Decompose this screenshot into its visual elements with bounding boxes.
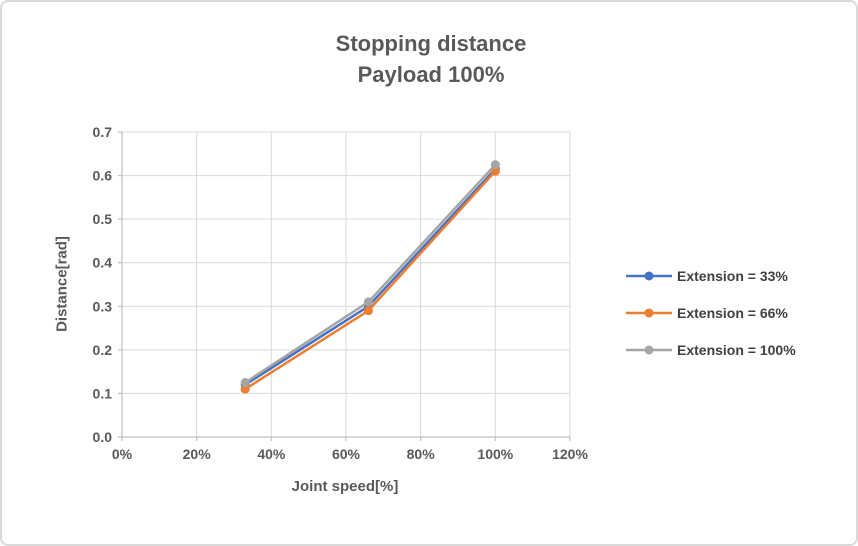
data-point-marker xyxy=(240,384,250,394)
plot-area: 0% 20% 40% 60% 80% 100% 120% 0.0 0.1 0.2 0.3 0.4 0.5… xyxy=(93,124,589,462)
y-tick-label: 0.5 xyxy=(93,211,113,227)
y-axis-title: Distance[rad] xyxy=(53,236,71,332)
legend-marker xyxy=(644,345,654,354)
legend: Extension = 33% Extension = 66% Extension … xyxy=(626,264,796,361)
x-tick-label: 20% xyxy=(183,446,212,462)
legend-item: Extension = 100% xyxy=(626,338,796,361)
y-tick-label: 0.1 xyxy=(93,385,113,401)
legend-marker xyxy=(644,308,654,317)
legend-item: Extension = 33% xyxy=(626,264,796,287)
legend-label: Extension = 66% xyxy=(677,304,788,321)
data-point-marker xyxy=(240,378,250,388)
data-point-marker xyxy=(490,166,500,176)
x-axis-title: Joint speed[%] xyxy=(291,478,399,495)
chart-title-line2: Payload 100% xyxy=(357,62,505,87)
y-tick-label: 0.4 xyxy=(93,255,113,271)
y-tick-label: 0.3 xyxy=(93,298,113,314)
legend-swatch xyxy=(626,345,672,354)
legend-swatch xyxy=(626,271,672,280)
x-tick-label: 0% xyxy=(112,446,133,462)
x-tick-label: 60% xyxy=(332,446,361,462)
data-point-marker xyxy=(363,306,373,316)
data-point-marker xyxy=(490,160,500,170)
legend-item: Extension = 66% xyxy=(626,301,796,324)
legend-label: Extension = 33% xyxy=(677,267,788,284)
series-line xyxy=(243,167,497,386)
y-tick-label: 0.7 xyxy=(93,124,113,140)
x-tick-label: 40% xyxy=(257,446,286,462)
x-tick-label: 80% xyxy=(407,446,436,462)
y-tick-label: 0.0 xyxy=(93,429,113,445)
x-tick-label: 120% xyxy=(552,446,588,462)
legend-marker xyxy=(644,271,654,280)
chart-title: Stopping distance Payload 100% xyxy=(2,28,856,90)
y-tick-label: 0.2 xyxy=(93,342,113,358)
chart-title-line1: Stopping distance xyxy=(335,31,527,56)
legend-label: Extension = 100% xyxy=(677,341,796,358)
y-tick-label: 0.6 xyxy=(93,168,113,184)
legend-swatch xyxy=(626,308,672,317)
x-tick-label: 100% xyxy=(477,446,513,462)
data-point-marker xyxy=(363,297,373,307)
